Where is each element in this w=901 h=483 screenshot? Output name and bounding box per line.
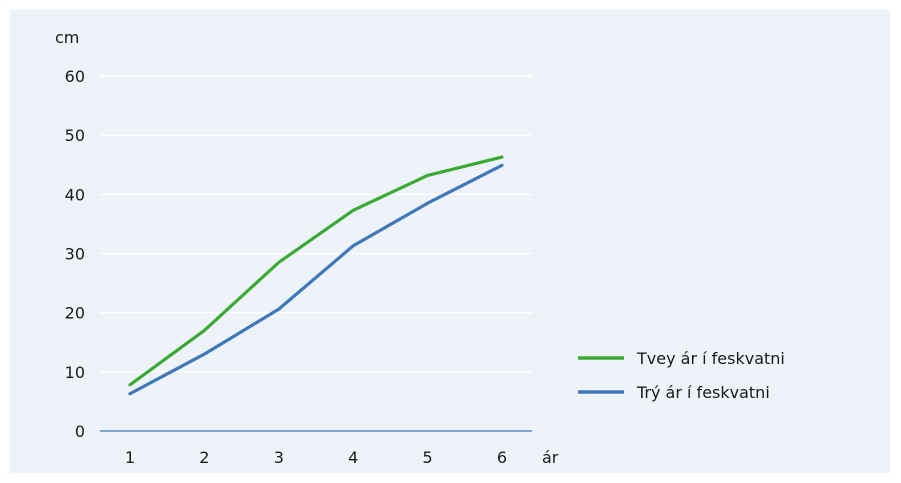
legend-label-1: Tvey ár í feskvatni (636, 349, 785, 368)
y-tick-label: 30 (65, 245, 85, 264)
x-axis-unit-label: ár (542, 448, 559, 467)
x-tick-label: 3 (274, 448, 284, 467)
y-axis-unit-label: cm (55, 28, 79, 47)
y-tick-label: 20 (65, 304, 85, 323)
y-tick-label: 60 (65, 67, 85, 86)
series-line-1 (128, 155, 504, 387)
legend-label-2: Trý ár í feskvatni (636, 383, 770, 402)
y-tick-label: 10 (65, 363, 85, 382)
x-tick-label: 6 (497, 448, 507, 467)
x-tick-label: 2 (199, 448, 209, 467)
y-tick-label: 50 (65, 126, 85, 145)
x-tick-label: 5 (423, 448, 433, 467)
x-tick-label: 4 (348, 448, 358, 467)
line-chart: 0 10 20 30 40 50 60 1 2 3 4 5 6 cm ár Tvey ár í fes… (55, 28, 785, 467)
y-tick-label: 40 (65, 185, 85, 204)
chart-panel: 0 10 20 30 40 50 60 1 2 3 4 5 6 cm ár Tvey ár í fes… (10, 10, 890, 473)
legend: Tvey ár í feskvatni Trý ár í feskvatni (578, 349, 785, 402)
y-tick-label: 0 (75, 422, 85, 441)
series-line-2 (128, 163, 504, 396)
x-tick-label: 1 (125, 448, 135, 467)
